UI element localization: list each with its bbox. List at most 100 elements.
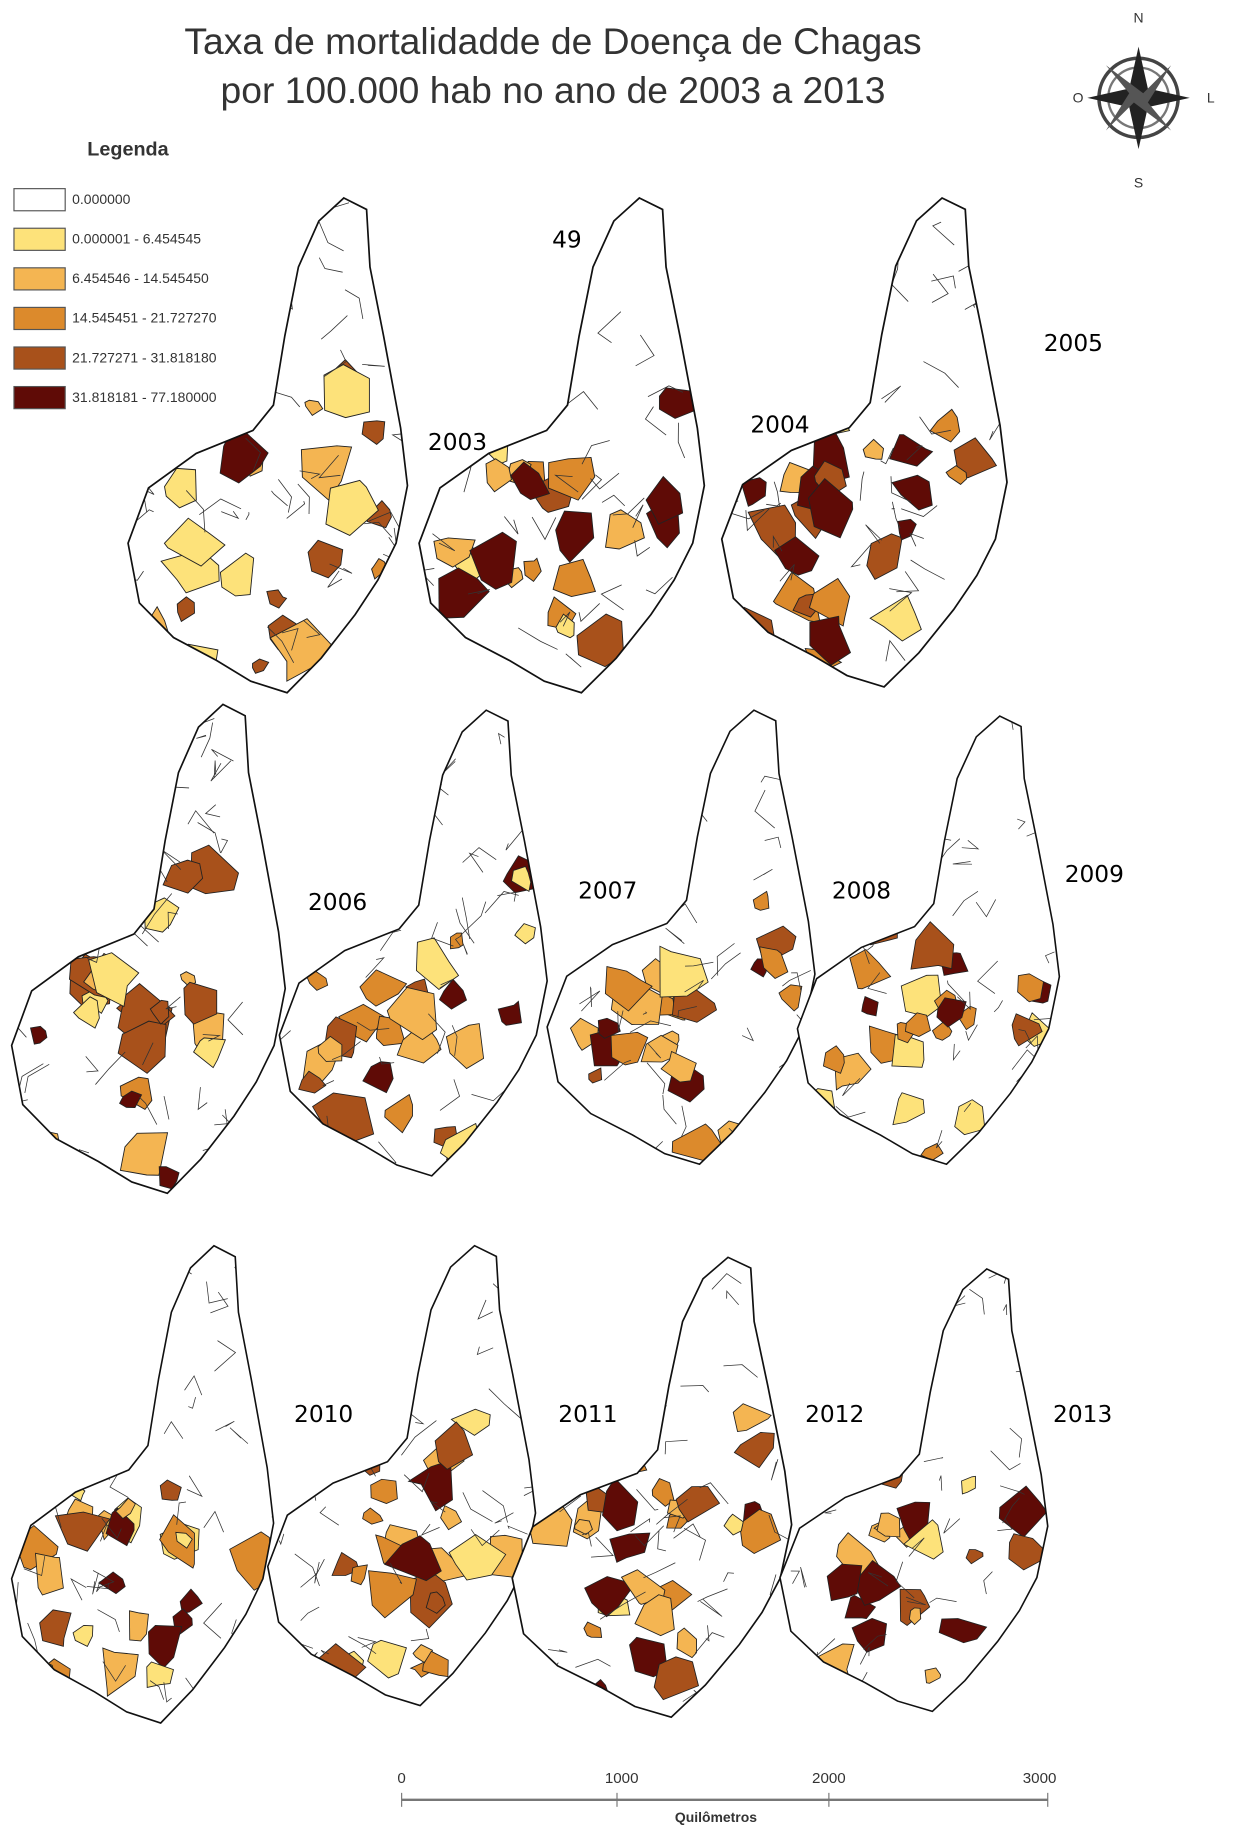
legend-label: 0.000001 - 6.454545 [72,231,201,247]
municipality-fill [511,865,532,893]
municipality-fill [965,1549,984,1565]
state-map [511,1256,793,1719]
municipality-fill [438,567,490,619]
municipality-fill [164,467,197,509]
municipality-fill [849,948,892,990]
municipality-fill [774,536,820,576]
municipality-fill [910,921,955,970]
maps: 2003 2004 2005 2006 2007 2008 2009 2010 2011 2012… [10,197,1124,1724]
state-map [796,715,1061,1166]
municipality-fill [759,946,789,980]
municipality-fill [438,978,468,1010]
state-map [266,1244,537,1707]
municipality-fill [383,1535,442,1582]
municipality-fill [425,1591,446,1614]
municipality-fill [924,1667,942,1684]
year-label: 2006 [308,889,367,916]
municipality-fill [862,438,885,460]
municipality-fill [450,1408,491,1436]
municipality-fill [893,871,930,899]
year-label: 2013 [1053,1401,1112,1428]
municipality-fill [869,1458,905,1489]
municipality-fill [860,1466,881,1488]
municipality-fill [1011,1013,1043,1047]
municipality-fill [640,1034,679,1063]
municipality-fill [903,1519,944,1560]
year-label: 2011 [558,1401,617,1428]
municipality-fill [889,434,934,467]
municipality-fill [659,945,709,998]
scale-bar [401,1792,1049,1807]
state-map [720,197,1008,688]
municipality-fill [552,558,597,598]
municipality-fill [434,1421,474,1470]
municipality-fill [371,557,388,580]
municipality-fill [938,1618,988,1644]
state-map [10,703,287,1195]
municipality-fill [861,1441,885,1467]
municipality-fill [653,1656,700,1701]
municipality-fill [102,1647,139,1697]
municipality-fill [367,1639,407,1679]
title-line: Taxa de mortalidadde de Doença de Chagas [184,20,921,62]
municipality-fill [323,364,370,419]
municipality-fill [869,594,922,642]
municipality-fill [252,658,270,674]
scale-tick: 1000 [605,1770,639,1787]
municipality-fill [370,1478,398,1504]
municipality-fill [175,1531,193,1549]
municipality-fill [237,375,251,395]
legend-label: 21.727271 - 31.818180 [72,349,217,365]
municipality-fill [876,1459,898,1479]
municipality-fill [899,1588,931,1626]
municipality-fill [497,1000,522,1026]
municipality-fill [190,844,240,895]
municipality-fill [368,1570,417,1619]
municipality-fill [1017,973,1044,1003]
municipality-fill [860,1459,877,1480]
municipality-fill [583,1621,603,1638]
legend-label: 0.000000 [72,191,130,207]
municipality-fill [844,1595,877,1620]
municipality-fill [675,1486,721,1523]
municipality-fill [312,1092,375,1147]
municipality-fill [826,1563,863,1602]
municipality-fill [817,415,851,435]
municipality-fill [146,1661,174,1689]
municipality-fill [448,1534,507,1581]
year-label: 2005 [1044,330,1103,357]
municipality-fill [96,891,124,918]
municipality-fill [219,552,255,597]
municipality-fill [304,399,324,417]
municipality-fill [469,531,517,590]
municipality-fill [604,966,653,1012]
municipality-fill [440,1505,463,1531]
municipality-fill [386,986,438,1041]
legend-title: Legenda [87,138,169,160]
municipality-fill [634,1594,675,1637]
scale-tick: 2000 [812,1770,846,1787]
scale-unit: Quilômetros [675,1809,757,1825]
municipality-fill [30,1025,48,1045]
municipality-fill [555,613,575,639]
municipality-fill [359,969,408,1007]
municipality-fill [620,1569,666,1605]
municipality-fill [861,996,879,1017]
municipality-fill [74,901,101,931]
municipality-fill [584,1119,614,1147]
year-label: 2009 [1065,861,1124,888]
municipality-fill [163,517,226,567]
title-line: por 100.000 hab no ano de 2003 a 2013 [221,69,886,111]
municipality-fill [115,1497,136,1520]
municipality-fill [72,996,100,1029]
municipality-fill [732,1403,772,1433]
municipality-fill [317,1035,343,1062]
municipality-fill [891,474,933,511]
municipality-fill [822,1045,845,1074]
year-label: 2007 [578,877,637,904]
municipality-fill [179,1588,203,1614]
municipality-fill [445,1023,485,1070]
municipality-fill [162,859,204,894]
